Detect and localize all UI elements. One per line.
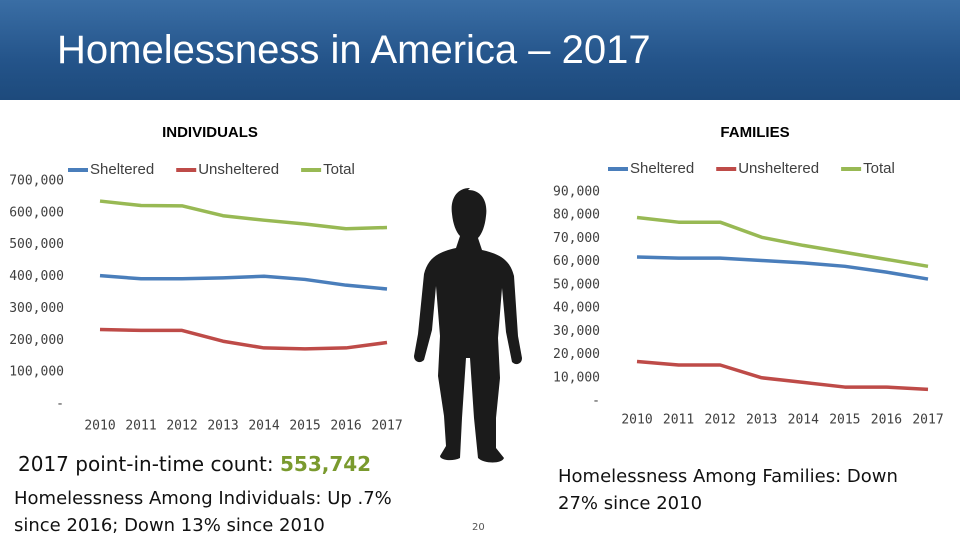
x-tick-label: 2015 bbox=[829, 413, 860, 428]
silhouette bbox=[414, 188, 522, 463]
y-tick-label: 10,000 bbox=[553, 370, 600, 385]
x-tick-label: 2013 bbox=[207, 419, 238, 434]
y-tick-label: 500,000 bbox=[9, 237, 64, 252]
series-line bbox=[99, 327, 388, 351]
x-tick-label: 2013 bbox=[746, 413, 777, 428]
count-value: 553,742 bbox=[280, 452, 372, 476]
legend-label: Total bbox=[323, 161, 355, 178]
x-tick-label: 2012 bbox=[166, 419, 197, 434]
x-tick-label: 2014 bbox=[788, 413, 819, 428]
y-tick-label: 70,000 bbox=[553, 231, 600, 246]
series-line bbox=[636, 215, 929, 269]
chart-title: INDIVIDUALS bbox=[162, 124, 258, 141]
x-tick-label: 2010 bbox=[621, 413, 652, 428]
legend-label: Sheltered bbox=[90, 161, 154, 178]
individuals-note: Homelessness Among Individuals: Up .7% s… bbox=[14, 488, 392, 536]
y-tick-label: 40,000 bbox=[553, 301, 600, 316]
chart-title: FAMILIES bbox=[720, 124, 789, 141]
legend-label: Unsheltered bbox=[198, 161, 279, 178]
count-label: 2017 point-in-time count: bbox=[18, 452, 280, 476]
legend-label: Unsheltered bbox=[738, 160, 819, 177]
y-tick-label: 80,000 bbox=[553, 208, 600, 223]
x-tick-label: 2011 bbox=[125, 419, 156, 434]
x-tick-label: 2011 bbox=[663, 413, 694, 428]
y-tick-label: 50,000 bbox=[553, 277, 600, 292]
y-tick-label: 90,000 bbox=[553, 185, 600, 200]
x-tick-label: 2015 bbox=[289, 419, 320, 434]
slide-number: 20 bbox=[472, 522, 485, 533]
y-tick-label: 30,000 bbox=[553, 324, 600, 339]
x-tick-label: 2017 bbox=[371, 419, 402, 434]
series-line bbox=[99, 199, 388, 231]
y-tick-label: 20,000 bbox=[553, 347, 600, 362]
y-tick-label: 300,000 bbox=[9, 301, 64, 316]
series-line bbox=[636, 255, 929, 281]
y-tick-label: 600,000 bbox=[9, 205, 64, 220]
header-bar: Homelessness in America – 2017 bbox=[0, 0, 960, 100]
y-tick-label: 60,000 bbox=[553, 254, 600, 269]
slide-title: Homelessness in America – 2017 bbox=[57, 28, 651, 72]
x-tick-label: 2014 bbox=[248, 419, 279, 434]
series-line bbox=[99, 273, 388, 291]
families-note: Homelessness Among Families: Down 27% si… bbox=[558, 466, 898, 514]
y-tick-label: - bbox=[56, 397, 64, 412]
x-tick-label: 2017 bbox=[912, 413, 943, 428]
count-text: 2017 point-in-time count: 553,742 bbox=[18, 452, 371, 476]
x-tick-label: 2016 bbox=[871, 413, 902, 428]
y-tick-label: 400,000 bbox=[9, 269, 64, 284]
x-tick-label: 2016 bbox=[330, 419, 361, 434]
legend-label: Total bbox=[863, 160, 895, 177]
x-tick-label: 2010 bbox=[84, 419, 115, 434]
series-line bbox=[636, 359, 929, 392]
y-tick-label: 200,000 bbox=[9, 333, 64, 348]
x-tick-label: 2012 bbox=[704, 413, 735, 428]
y-tick-label: 700,000 bbox=[9, 174, 64, 189]
y-tick-label: - bbox=[592, 394, 600, 409]
y-tick-label: 100,000 bbox=[9, 365, 64, 380]
legend-label: Sheltered bbox=[630, 160, 694, 177]
